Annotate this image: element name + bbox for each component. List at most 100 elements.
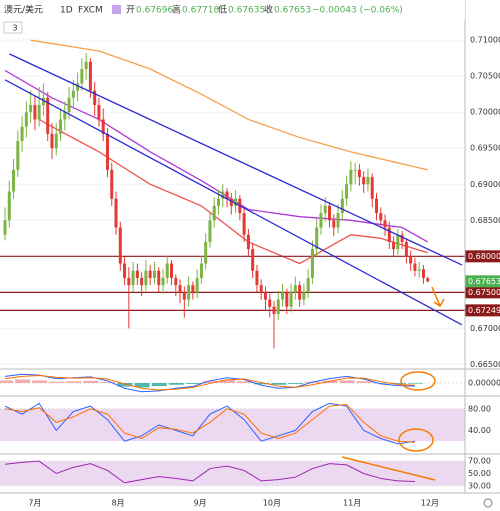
legend-toggle[interactable]	[3, 21, 23, 34]
candle-body	[383, 220, 387, 228]
candle-body	[71, 90, 75, 98]
last-price: 0.67653	[468, 277, 500, 286]
candle-body	[285, 292, 289, 307]
candle-body	[29, 105, 33, 113]
candle-body	[37, 105, 41, 120]
candle-body	[135, 270, 139, 278]
line	[30, 39, 428, 171]
circle	[398, 428, 434, 452]
candle-body	[123, 263, 127, 278]
level-label-box	[465, 250, 500, 263]
candle-body	[170, 263, 174, 278]
low-label: 低	[218, 4, 227, 16]
candle-body	[281, 292, 285, 300]
candle-body	[404, 241, 408, 257]
candle-body	[426, 278, 430, 282]
candle-body	[272, 306, 276, 314]
candle-body	[84, 61, 88, 69]
open-value: 0.67696	[136, 6, 173, 16]
candle-body	[178, 285, 182, 293]
indicator-line	[4, 402, 415, 445]
candle-body	[46, 97, 50, 134]
candle-body	[353, 169, 357, 171]
candle-body	[182, 292, 186, 300]
macd-bar	[49, 381, 65, 383]
candle-body	[259, 285, 263, 293]
candle-body	[208, 220, 212, 242]
candle-body	[328, 205, 332, 221]
close-label: 收	[264, 4, 273, 16]
macd-bar	[322, 380, 338, 383]
macd-bar	[66, 381, 82, 383]
candle-body	[127, 277, 131, 286]
candle-body	[24, 112, 28, 127]
macd-bar	[254, 383, 270, 385]
macd-bar	[32, 380, 48, 383]
candle-body	[387, 227, 391, 242]
macd-bar	[220, 379, 236, 383]
y-tick-label: 0.70000	[470, 108, 500, 117]
candle-body	[67, 97, 71, 113]
x-tick-label: 10月	[263, 499, 281, 508]
line	[4, 79, 463, 326]
circle	[400, 371, 436, 391]
candle-body	[349, 169, 353, 185]
y-tick-label: 0.69500	[470, 144, 500, 153]
candle-body	[293, 285, 297, 293]
candle-body	[50, 133, 54, 149]
icon	[112, 5, 121, 14]
rsi-trend	[341, 456, 436, 481]
candle-body	[41, 97, 45, 106]
candle-body	[63, 112, 67, 120]
candle-body	[255, 270, 259, 286]
line	[4, 69, 429, 243]
candle-body	[20, 126, 24, 142]
candle-body	[417, 269, 421, 271]
candle-body	[413, 263, 417, 271]
candle-body	[421, 269, 425, 278]
candle-body	[88, 61, 92, 91]
candle-body	[157, 270, 161, 286]
candle-body	[16, 141, 20, 170]
candle-body	[97, 105, 101, 120]
candle-body	[379, 213, 383, 221]
y-tick-label: 0.69000	[470, 180, 500, 189]
settings-icon[interactable]	[483, 498, 493, 508]
indicator-line	[4, 460, 415, 484]
macd-bar	[0, 380, 13, 383]
candle-body	[54, 133, 58, 149]
candle-body	[310, 249, 314, 278]
candle-body	[7, 191, 11, 221]
y-tick-label: 0.68500	[470, 216, 500, 225]
macd-bar	[185, 383, 201, 384]
candle-body	[289, 292, 293, 307]
candle-body	[59, 119, 63, 134]
candle-body	[400, 234, 404, 242]
candle-body	[336, 213, 340, 228]
candle-body	[323, 205, 327, 214]
candle-body	[212, 205, 216, 221]
level-label-box	[465, 286, 500, 299]
candle-body	[93, 90, 97, 106]
candle-body	[370, 177, 374, 199]
x-tick-label: 12月	[421, 499, 439, 508]
indicator-line	[4, 375, 415, 391]
y-tick-label: 80.00	[468, 404, 491, 413]
candle-body	[161, 277, 165, 286]
candle-body	[396, 234, 400, 250]
candle-body	[229, 198, 233, 206]
y-tick-label: 70.00	[468, 457, 491, 466]
low-value: 0.67635	[228, 6, 265, 16]
plot: 0.71000 0.70500 0.70000 0.69500 0.69000 0.685…	[0, 36, 500, 490]
level-label-box	[465, 304, 500, 317]
candle-body	[144, 270, 148, 286]
y-tick-label: 30.00	[468, 481, 491, 490]
candle-body	[76, 83, 80, 91]
candle-body	[80, 68, 84, 84]
candle-body	[306, 277, 310, 293]
candle-body	[131, 270, 135, 286]
candle-body	[366, 177, 370, 185]
y-tick-label: 0.70500	[470, 72, 500, 81]
line	[8, 53, 463, 266]
candle-body	[263, 292, 267, 300]
